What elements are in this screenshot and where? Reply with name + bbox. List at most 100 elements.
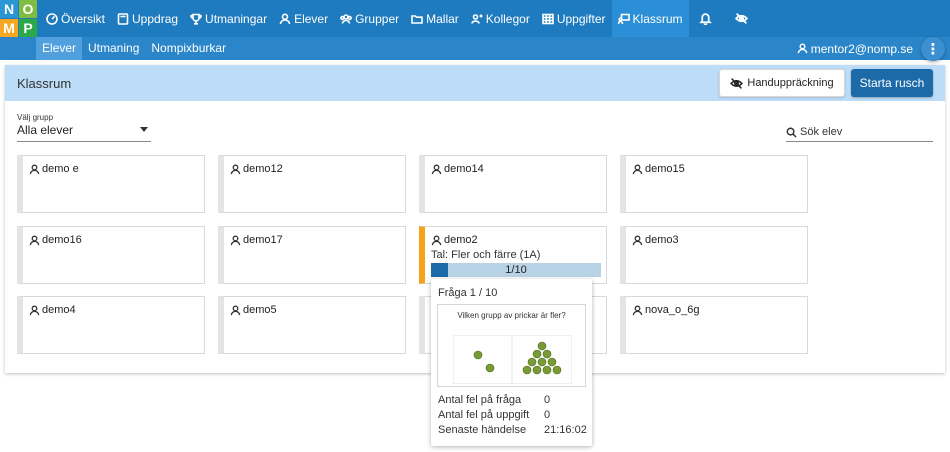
student-name-text: demo e [42,163,79,175]
student-name: demo2 [431,234,478,246]
user-icon [632,164,643,174]
student-card[interactable]: demo16 [17,226,205,284]
student-card[interactable]: demo15 [620,155,808,213]
dot [537,341,547,351]
student-name-text: demo16 [42,234,82,246]
nav-item-label: Grupper [355,11,400,26]
eye-slash-icon [730,77,744,89]
student-name-text: demo5 [243,304,277,316]
dot [527,357,537,367]
student-name-text: demo14 [444,163,484,175]
user-icon [29,164,40,174]
user-icon [29,235,40,245]
nav-item-label: Mallar [426,11,459,26]
dot [522,365,532,375]
stat-value-question-errors: 0 [544,394,551,406]
question-counter: Fråga 1 / 10 [438,287,498,299]
panel-header: Klassrum Handuppräckning Starta rusch [5,65,945,101]
student-card[interactable]: demo e [17,155,205,213]
dot [532,349,542,359]
nav-item-uppdrag[interactable]: Uppdrag [111,0,184,37]
colleague-icon [470,13,483,24]
subnav-nompixburkar[interactable]: Nompixburkar [151,41,227,55]
more-options-button[interactable]: ⋮ [921,37,945,61]
nav-item-label: Kollegor [485,11,530,26]
nav-item-kollegor[interactable]: Kollegor [465,0,536,37]
progress-fill [431,263,448,277]
dot [485,363,495,373]
nav-item-uppgifter[interactable]: Uppgifter [536,0,612,37]
stat-value-last-event: 21:16:02 [544,424,587,436]
student-name: demo e [29,163,79,175]
student-name-text: nova_o_6g [645,304,700,316]
group-select-value: Alla elever [17,123,74,137]
hide-button[interactable] [725,0,761,37]
nomp-logo[interactable]: N O M P [0,0,37,37]
notifications-button[interactable] [689,0,725,37]
search-placeholder: Sök elev [800,126,843,138]
task-progress-bar: 1/10 [431,263,601,277]
student-name: demo17 [230,234,283,246]
dot [542,349,552,359]
hand-raise-button[interactable]: Handuppräckning [719,69,845,97]
nav-item-label: Elever [294,11,329,26]
search-icon [786,127,797,138]
trophy-icon [190,13,202,25]
student-name-text: demo15 [645,163,685,175]
student-card[interactable]: demo12 [218,155,406,213]
stat-label-last-event: Senaste händelse [438,424,527,436]
user-icon [29,305,40,315]
user-account[interactable]: mentor2@nomp.se [797,37,913,60]
dot [547,357,557,367]
student-name-text: demo12 [243,163,283,175]
subnav-utmaning[interactable]: Utmaning [88,41,140,55]
nav-item-label: Klassrum [632,11,683,26]
nav-item-klassrum[interactable]: Klassrum [611,0,689,37]
folder-icon [411,14,423,24]
student-name: demo16 [29,234,82,246]
group-select[interactable]: Alla elever [17,123,151,142]
group-icon [340,13,352,24]
dot [537,357,547,367]
student-name-text: demo17 [243,234,283,246]
nav-item-oversikt[interactable]: Översikt [40,0,111,37]
student-card[interactable]: nova_o_6g [620,296,808,354]
student-card-active[interactable]: demo2 Tal: Fler och färre (1A) 1/10 [419,226,607,284]
student-card[interactable]: demo4 [17,296,205,354]
dot-groups-image [453,335,572,384]
subnav-elever[interactable]: Elever [36,37,83,60]
user-icon [279,12,291,24]
user-icon [431,235,442,245]
user-icon [632,305,643,315]
student-name-text: demo2 [444,234,478,246]
kebab-icon: ⋮ [925,41,941,58]
student-card[interactable]: demo3 [620,226,808,284]
nav-item-mallar[interactable]: Mallar [405,0,465,37]
main-nav: Översikt Uppdrag Utmaningar Elever Grupp… [40,0,761,37]
student-card[interactable]: demo5 [218,296,406,354]
nav-item-grupper[interactable]: Grupper [334,0,405,37]
user-email: mentor2@nomp.se [810,41,913,56]
nav-item-utmaningar[interactable]: Utmaningar [184,0,273,37]
student-card[interactable]: demo14 [419,155,607,213]
student-name-text: demo4 [42,304,76,316]
student-search-input[interactable]: Sök elev [786,123,933,142]
page-title: Klassrum [17,76,72,91]
start-rush-button[interactable]: Starta rusch [851,69,933,97]
stat-value-task-errors: 0 [544,409,551,421]
student-card[interactable]: demo17 [218,226,406,284]
student-task: Tal: Fler och färre (1A) [431,249,541,261]
nav-item-label: Utmaningar [205,11,268,26]
student-progress-popover: Fråga 1 / 10 Vilken grupp av prickar är … [431,279,592,446]
student-name: nova_o_6g [632,304,699,316]
progress-text: 1/10 [505,264,527,276]
student-name: demo5 [230,304,277,316]
user-icon [230,235,241,245]
user-icon [632,235,643,245]
nav-item-elever[interactable]: Elever [273,0,334,37]
sub-navigation-bar: Elever Utmaning Nompixburkar mentor2@nom… [0,37,950,60]
user-icon [431,164,442,174]
stat-label-task-errors: Antal fel på uppgift [438,409,530,421]
nav-item-label: Uppdrag [132,11,179,26]
classroom-icon [617,13,630,24]
